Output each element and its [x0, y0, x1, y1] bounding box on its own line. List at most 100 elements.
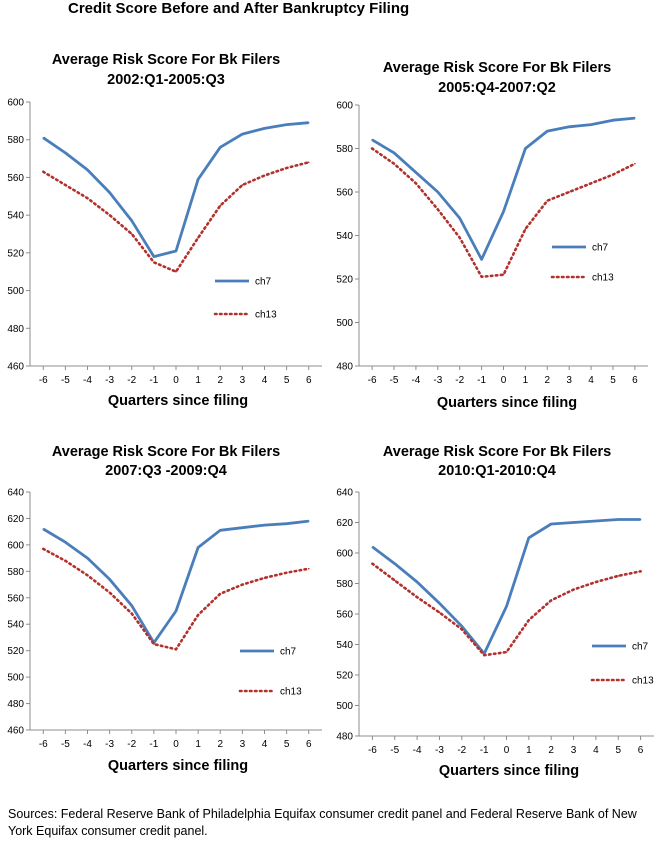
x-tick-label: -1 [149, 739, 158, 750]
x-tick-label: -2 [127, 739, 136, 750]
data-point-ch13 [634, 162, 636, 165]
data-point-ch7 [42, 528, 45, 530]
x-tick-label: -3 [105, 375, 114, 386]
legend-label-ch7: ch7 [632, 642, 649, 653]
x-tick-label: -6 [39, 375, 48, 386]
y-tick-label: 580 [7, 135, 24, 146]
data-point-ch7 [86, 557, 89, 559]
data-point-ch7 [371, 546, 374, 548]
x-tick-label: 4 [588, 375, 594, 386]
x-tick-label: 5 [610, 375, 616, 386]
y-tick-label: 540 [7, 620, 24, 631]
series-line-ch7 [42, 519, 309, 645]
x-tick-label: 4 [262, 375, 268, 386]
x-tick-label: 4 [262, 739, 268, 750]
x-tick-label: -5 [61, 375, 70, 386]
data-point-ch7 [546, 130, 549, 132]
chart-plot: 480 500 520 540 560 580 600 620 640 -6 -5 -4 -3 -2 -1 0… [336, 488, 654, 757]
x-tick-label: 1 [523, 375, 529, 386]
x-tick-label: -6 [368, 745, 377, 756]
data-point-ch7 [285, 522, 288, 525]
chart-plot: 460 480 500 520 540 560 580 600 -6 -5 -4 -3 -2 -1 0 1 2 3… [7, 98, 322, 386]
data-point-ch7 [550, 523, 552, 525]
x-tick-label: 6 [632, 375, 638, 386]
data-point-ch13 [612, 173, 614, 176]
data-point-ch7 [639, 518, 642, 521]
data-point-ch13 [461, 628, 463, 631]
y-tick-label: 480 [336, 732, 353, 743]
y-tick-label: 580 [336, 579, 353, 590]
data-point-ch7 [241, 526, 244, 529]
data-point-ch13 [572, 588, 575, 591]
x-tick-label: 0 [504, 745, 510, 756]
data-point-ch13 [502, 273, 505, 276]
x-tick-label: -1 [480, 745, 489, 756]
legend-label-ch13: ch13 [632, 676, 654, 687]
x-tick-label: -3 [105, 739, 114, 750]
data-point-ch13 [64, 559, 67, 562]
data-point-ch7 [612, 119, 614, 122]
data-point-ch13 [241, 184, 244, 186]
data-point-ch13 [524, 228, 527, 230]
data-point-ch13 [108, 591, 111, 594]
data-point-ch13 [590, 182, 592, 185]
data-point-ch7 [263, 127, 266, 130]
main-title: Credit Score Before and After Bankruptcy… [68, 0, 410, 17]
legend-label-ch13: ch13 [255, 310, 277, 321]
series-line-ch7 [42, 121, 309, 259]
y-tick-label: 480 [7, 699, 24, 710]
legend-label-ch13: ch13 [280, 687, 302, 698]
data-point-ch13 [568, 191, 570, 193]
x-tick-label: -2 [457, 745, 466, 756]
data-point-ch7 [568, 125, 570, 128]
chart-subtitle: 2005:Q4-2007:Q2 [438, 80, 556, 96]
y-tick-label: 560 [7, 173, 24, 184]
y-tick-label: 520 [7, 248, 24, 259]
data-point-ch7 [285, 123, 288, 126]
data-point-ch7 [437, 191, 439, 193]
y-tick-label: 580 [336, 144, 353, 155]
y-tick-label: 640 [7, 488, 24, 499]
data-point-ch7 [634, 117, 636, 119]
x-axis-label: Quarters since filing [107, 393, 249, 409]
data-point-ch13 [393, 579, 396, 582]
y-tick-label: 560 [7, 593, 24, 604]
data-point-ch7 [263, 524, 266, 526]
data-point-ch7 [307, 520, 310, 522]
x-tick-label: 5 [615, 745, 621, 756]
data-point-ch7 [528, 536, 530, 539]
data-point-ch7 [64, 152, 67, 154]
data-point-ch13 [86, 574, 89, 577]
x-tick-label: 6 [306, 739, 312, 750]
x-tick-label: 0 [173, 375, 179, 386]
y-tick-label: 540 [336, 640, 353, 651]
chart-plot: 480 500 520 540 560 580 600 -6 -5 -4 -3 -2 -1 0 1 2 3 4 5 6… [336, 101, 648, 386]
data-point-ch7 [480, 258, 483, 261]
data-point-ch7 [416, 581, 418, 583]
data-point-ch7 [371, 139, 373, 141]
x-tick-label: -1 [149, 375, 158, 386]
x-tick-label: 3 [240, 739, 246, 750]
x-tick-label: -4 [411, 375, 420, 386]
data-point-ch7 [219, 146, 222, 149]
data-point-ch13 [219, 204, 222, 207]
data-point-ch13 [371, 147, 373, 150]
data-point-ch7 [307, 121, 310, 124]
data-point-ch13 [546, 199, 549, 202]
data-point-ch13 [86, 197, 89, 199]
data-point-ch7 [86, 169, 89, 171]
y-tick-label: 560 [336, 610, 353, 621]
data-point-ch13 [241, 583, 244, 586]
data-point-ch7 [42, 137, 45, 139]
data-point-ch7 [108, 578, 111, 581]
data-point-ch7 [572, 521, 575, 524]
y-tick-label: 480 [7, 324, 24, 335]
data-point-ch13 [458, 236, 461, 239]
chart-panel: Average Risk Score For Bk Filers 2010:Q1… [330, 440, 664, 790]
y-tick-label: 600 [336, 101, 353, 112]
x-tick-label: 4 [593, 745, 599, 756]
data-point-ch13 [528, 619, 530, 621]
data-point-ch7 [438, 602, 441, 605]
chart-title: Average Risk Score For Bk Filers [382, 444, 612, 460]
